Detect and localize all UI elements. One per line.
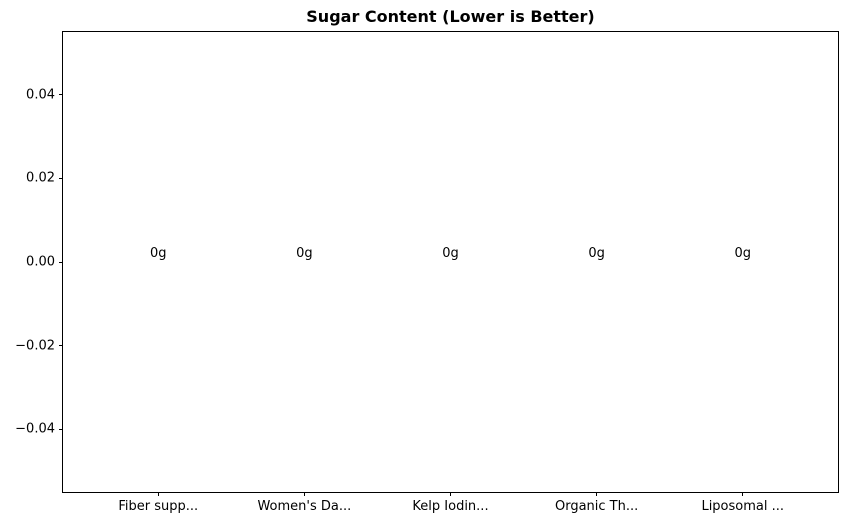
y-axis-tick-label: 0.02	[26, 170, 55, 186]
y-axis-tick-label: −0.02	[15, 338, 55, 354]
bar-value-label: 0g	[296, 246, 313, 262]
y-axis-tick	[59, 177, 63, 179]
x-axis-tick-label: Fiber supp...	[118, 499, 199, 514]
y-axis-tick-label: 0.00	[26, 254, 55, 270]
y-axis-tick	[59, 94, 63, 96]
bar-value-label: 0g	[442, 246, 459, 262]
x-axis-tick	[742, 492, 744, 496]
x-axis-tick-label: Kelp Iodin...	[412, 499, 489, 514]
y-axis-tick	[59, 428, 63, 430]
x-axis-tick	[303, 492, 305, 496]
y-axis-tick	[59, 261, 63, 263]
x-axis-tick	[596, 492, 598, 496]
x-axis-tick-label: Organic Th...	[554, 499, 639, 514]
x-axis-tick	[450, 492, 451, 496]
x-axis-tick	[157, 492, 159, 496]
x-axis-tick-label: Liposomal ...	[701, 499, 785, 514]
chart-title: Sugar Content (Lower is Better)	[306, 7, 595, 26]
y-axis-tick-label: 0.04	[26, 87, 55, 103]
y-axis-tick	[59, 345, 63, 347]
x-axis-tick-label: Women's Da...	[257, 499, 352, 514]
plot-area: 0.04 0.02 0.00 −0.02 −0.04 Fiber supp... Women…	[15, 31, 839, 513]
bar-value-label: 0g	[734, 246, 751, 262]
bar-value-label: 0g	[588, 246, 605, 262]
bar-value-label: 0g	[149, 246, 167, 262]
y-axis-tick-label: −0.04	[15, 421, 55, 437]
